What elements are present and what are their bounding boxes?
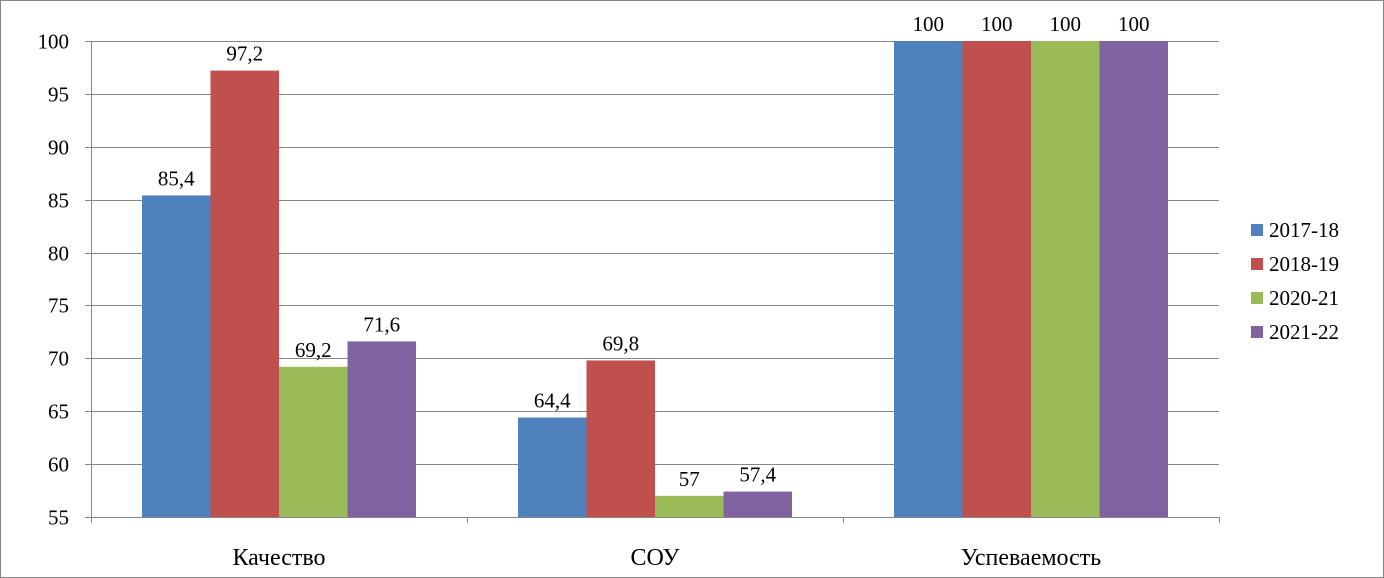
y-tick-label: 90 [48, 136, 69, 160]
data-label: 97,2 [226, 42, 263, 66]
bar [347, 341, 416, 517]
legend-label: 2020-21 [1269, 286, 1339, 310]
y-tick-label: 65 [48, 400, 69, 424]
legend-label: 2021-22 [1269, 320, 1339, 344]
y-tick-label: 60 [48, 453, 69, 477]
legend-label: 2018-19 [1269, 252, 1339, 276]
bar [279, 366, 348, 517]
x-category-label: Успеваемость [961, 545, 1102, 571]
y-tick-label: 85 [48, 189, 69, 213]
y-tick-label: 100 [38, 30, 70, 54]
x-category-label: Качество [232, 545, 325, 571]
bar [518, 417, 587, 517]
data-label: 69,2 [295, 338, 332, 362]
bar [962, 41, 1031, 517]
data-label: 100 [1118, 12, 1150, 36]
bar [723, 491, 792, 517]
y-tick-labels: 55 60 65 70 75 80 85 90 95 100 [38, 30, 70, 530]
y-tick-label: 55 [48, 506, 69, 530]
y-tick-label: 80 [48, 242, 69, 266]
bar [210, 70, 279, 518]
data-label: 57 [679, 467, 700, 491]
bar [1099, 41, 1168, 517]
y-tick-label: 75 [48, 294, 69, 318]
legend-swatch [1251, 258, 1263, 270]
axes [85, 41, 1220, 523]
data-label: 100 [981, 12, 1013, 36]
bar [655, 495, 724, 517]
legend: 2017-18 2018-19 2020-21 2021-22 [1251, 218, 1339, 344]
y-tick-label: 95 [48, 83, 69, 107]
bar [894, 41, 963, 517]
legend-swatch [1251, 326, 1263, 338]
data-label: 85,4 [158, 166, 195, 190]
data-label: 100 [1050, 12, 1082, 36]
data-label: 69,8 [602, 331, 639, 355]
bar [142, 195, 211, 518]
data-label: 64,4 [534, 389, 571, 413]
bar [586, 360, 655, 517]
x-category-label: СОУ [631, 545, 680, 571]
bar [1031, 41, 1100, 517]
legend-swatch [1251, 292, 1263, 304]
data-label: 100 [913, 12, 945, 36]
legend-label: 2017-18 [1269, 218, 1339, 242]
y-tick-label: 70 [48, 347, 69, 371]
bars [142, 41, 1168, 518]
category-labels: Качество СОУ Успеваемость [232, 545, 1101, 571]
legend-swatch [1251, 224, 1263, 236]
data-label: 57,4 [739, 463, 776, 487]
data-labels: 85,4 64,4 100 97,2 69,8 100 69,2 57 100 71,6 57,4 1… [158, 12, 1150, 491]
data-label: 71,6 [363, 312, 400, 336]
